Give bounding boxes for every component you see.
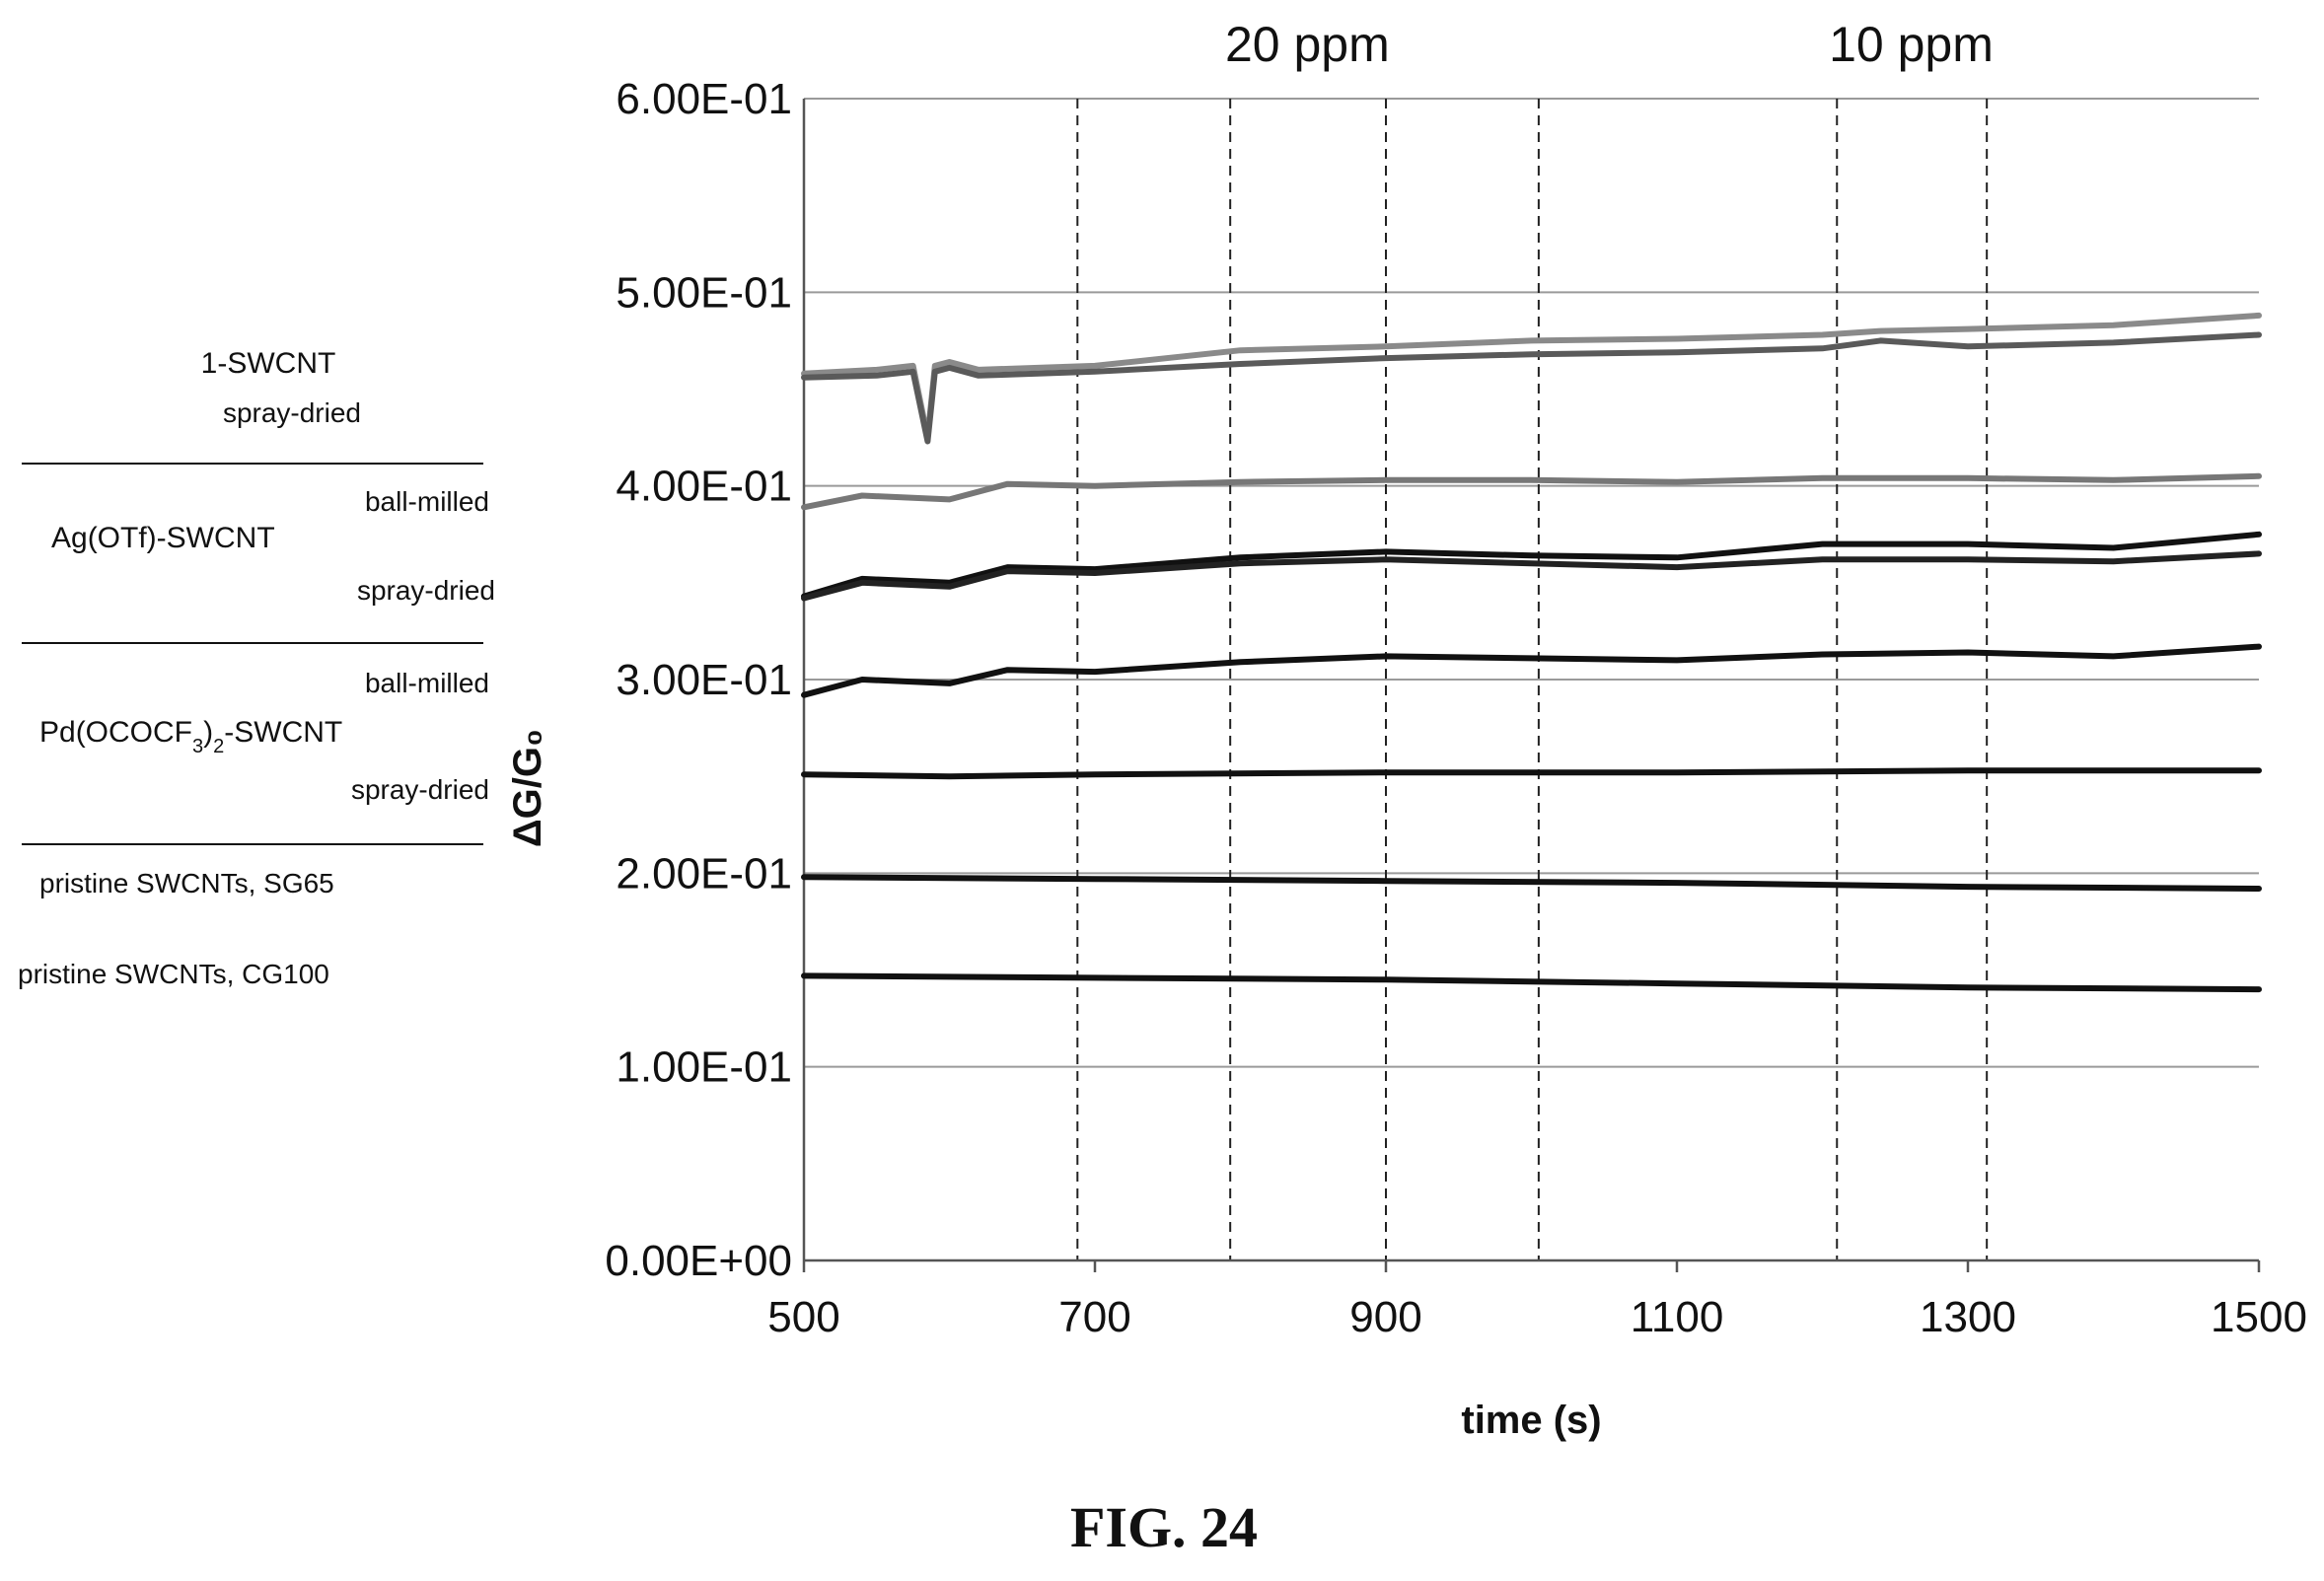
legend-sub-label: spray-dried (223, 397, 361, 428)
axis-labels: 0.00E+00 1.00E-01 2.00E-01 3.00E-01 4.00E-01… (506, 17, 2307, 1442)
legend-group-label: pristine SWCNTs, SG65 (39, 868, 334, 898)
x-tick-label: 700 (1058, 1293, 1130, 1341)
series-line-3 (801, 472, 2262, 511)
exposure-markers (1076, 99, 1989, 1260)
legend-group-label: Ag(OTf)-SWCNT (51, 522, 275, 554)
series-line-9 (801, 972, 2262, 993)
legend-sub-label: spray-dried (357, 575, 495, 606)
y-tick-label: 1.00E-01 (616, 1043, 792, 1092)
series-line-4 (801, 531, 2262, 600)
legend-sub-label: ball-milled (365, 486, 489, 517)
x-axis-title: time (s) (1461, 1399, 1601, 1442)
y-tick-label: 0.00E+00 (605, 1237, 792, 1285)
x-tick-label: 1100 (1631, 1293, 1724, 1341)
series-line-8 (801, 874, 2262, 892)
gridlines (804, 98, 2259, 1261)
series-line-6 (801, 643, 2262, 698)
y-tick-label: 6.00E-01 (616, 75, 792, 123)
y-axis-title: ΔG/G₀ (506, 729, 549, 847)
axes (802, 99, 2261, 1272)
legend-sub-label: ball-milled (365, 668, 489, 698)
figure-caption: FIG. 24 (1070, 1495, 1258, 1559)
series-lines (801, 312, 2262, 993)
x-tick-label: 900 (1349, 1293, 1421, 1341)
legend-group-label: Pd(OCOCF3)2-SWCNT (39, 716, 342, 757)
series-line-7 (801, 767, 2262, 780)
y-tick-label: 2.00E-01 (616, 849, 792, 898)
legend: 1-SWCNT spray-dried ball-milled Ag(OTf)-SWC… (18, 347, 495, 989)
x-tick-label: 1500 (2211, 1293, 2307, 1341)
concentration-label: 20 ppm (1225, 17, 1390, 72)
series-line-5 (801, 550, 2262, 602)
y-tick-label: 3.00E-01 (616, 656, 792, 704)
legend-group-label: 1-SWCNT (201, 347, 336, 380)
y-tick-label: 4.00E-01 (616, 463, 792, 511)
legend-group-label: pristine SWCNTs, CG100 (18, 959, 329, 989)
series-line-2 (801, 331, 2262, 445)
concentration-label: 10 ppm (1829, 17, 1994, 72)
y-tick-label: 5.00E-01 (616, 268, 792, 317)
x-tick-label: 1300 (1920, 1293, 2016, 1341)
legend-sub-label: spray-dried (351, 774, 489, 805)
x-tick-label: 500 (767, 1293, 839, 1341)
